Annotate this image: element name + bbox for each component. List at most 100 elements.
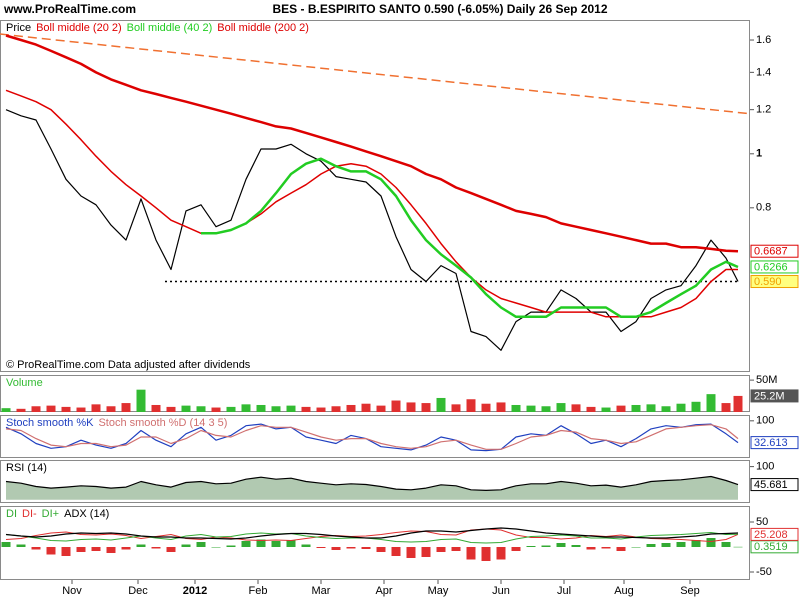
bar bbox=[136, 544, 146, 547]
panel-frame bbox=[0, 460, 750, 503]
line bbox=[5, 34, 739, 253]
bar bbox=[226, 406, 236, 412]
legend-entry: Boll middle (200 2) bbox=[217, 22, 309, 34]
bar bbox=[196, 406, 206, 412]
bar bbox=[376, 405, 386, 412]
bar bbox=[556, 543, 566, 547]
bar bbox=[241, 404, 251, 412]
legend-entry: Volume bbox=[6, 377, 43, 389]
bar bbox=[526, 546, 536, 547]
legend-entry: Boll middle (40 2) bbox=[127, 22, 213, 34]
bar bbox=[361, 547, 371, 549]
bar bbox=[421, 403, 431, 412]
bar bbox=[151, 547, 161, 549]
bar bbox=[676, 403, 686, 412]
bar bbox=[76, 407, 86, 412]
y-tick-label: 100 bbox=[756, 461, 774, 473]
value-tag bbox=[750, 260, 799, 274]
bar bbox=[46, 405, 56, 412]
bar bbox=[646, 404, 656, 412]
value-tag-label: 0.6266 bbox=[754, 261, 788, 273]
bar bbox=[316, 547, 326, 548]
y-tick-label: 0.8 bbox=[756, 202, 771, 214]
bar bbox=[466, 547, 476, 560]
panel-frame bbox=[0, 415, 750, 458]
bar bbox=[196, 542, 206, 547]
bar bbox=[361, 403, 371, 412]
bar bbox=[346, 404, 356, 412]
bar bbox=[556, 403, 566, 412]
x-tick-label: Jul bbox=[557, 585, 571, 597]
bar bbox=[16, 408, 26, 412]
bar bbox=[496, 547, 506, 560]
y-tick-label: 1.2 bbox=[756, 104, 771, 116]
bar bbox=[391, 400, 401, 412]
bar bbox=[61, 406, 71, 412]
bar bbox=[391, 547, 401, 556]
bar bbox=[733, 546, 743, 548]
bar bbox=[16, 544, 26, 547]
line bbox=[5, 532, 739, 544]
panel: 0.8 1 1.2 1.4 1.6 Price Boll middle (20 2) Boll… bbox=[0, 20, 799, 372]
bar bbox=[706, 394, 716, 412]
chart-title: BES - B.ESPIRITO SANTO 0.590 (-6.05%) Da… bbox=[272, 2, 607, 16]
bar bbox=[571, 545, 581, 547]
bar bbox=[91, 404, 101, 412]
bar bbox=[331, 406, 341, 412]
bar bbox=[406, 547, 416, 558]
bar bbox=[481, 403, 491, 412]
bar bbox=[616, 547, 626, 551]
bar bbox=[733, 395, 743, 412]
line bbox=[5, 528, 739, 542]
bar bbox=[121, 403, 131, 412]
area bbox=[6, 476, 738, 500]
bar bbox=[481, 547, 491, 561]
legend-entry: Stoch smooth %K bbox=[6, 417, 94, 429]
bar bbox=[721, 542, 731, 547]
bar bbox=[586, 406, 596, 412]
bar bbox=[256, 404, 266, 412]
value-tag-label: 0.6687 bbox=[754, 246, 788, 258]
bar bbox=[331, 547, 341, 550]
panel-frame bbox=[0, 375, 750, 412]
line bbox=[5, 527, 739, 540]
bar bbox=[421, 547, 431, 557]
bar bbox=[106, 547, 116, 553]
panel: 100 RSI (14) 45.681 bbox=[0, 460, 799, 503]
panel-frame bbox=[0, 506, 750, 580]
bar bbox=[271, 541, 281, 547]
bar bbox=[691, 540, 701, 547]
bar bbox=[241, 541, 251, 547]
bar bbox=[1, 542, 11, 547]
value-tag-label: 32.613 bbox=[754, 437, 788, 449]
x-tick-label: Dec bbox=[128, 585, 148, 597]
bar bbox=[46, 547, 56, 555]
legend-entry: Boll middle (20 2) bbox=[36, 22, 122, 34]
line bbox=[201, 157, 739, 319]
bar bbox=[661, 406, 671, 412]
x-tick-label: Nov bbox=[62, 585, 82, 597]
bar bbox=[376, 547, 386, 552]
bar bbox=[631, 404, 641, 412]
bar bbox=[346, 547, 356, 549]
bar bbox=[1, 408, 11, 412]
panel: 100 Stoch smooth %K Stoch smooth %D (14 3 … bbox=[0, 415, 799, 458]
bar bbox=[211, 407, 221, 412]
bar bbox=[451, 547, 461, 551]
value-tag-label: 25.208 bbox=[754, 529, 788, 541]
x-tick-label: Sep bbox=[680, 585, 700, 597]
value-tag bbox=[750, 244, 799, 258]
bar bbox=[676, 542, 686, 547]
bar bbox=[31, 547, 41, 550]
x-tick-label: Mar bbox=[312, 585, 331, 597]
bar bbox=[166, 406, 176, 412]
bar bbox=[166, 547, 176, 552]
x-tick-label: Apr bbox=[375, 585, 392, 597]
bar bbox=[271, 406, 281, 412]
bar bbox=[91, 547, 101, 551]
x-tick-label: Aug bbox=[614, 585, 634, 597]
bar bbox=[466, 399, 476, 412]
bar bbox=[646, 544, 656, 547]
value-tag bbox=[750, 478, 799, 492]
